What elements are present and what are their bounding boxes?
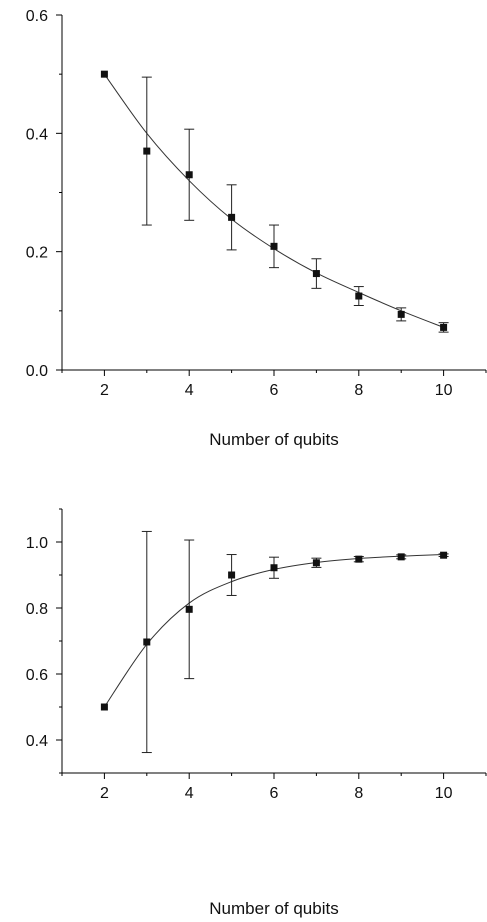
- data-point-top: [100, 70, 108, 78]
- y-tick-label-bottom: 0.8: [26, 601, 48, 618]
- x-tick-label-bottom: 10: [435, 785, 453, 802]
- fit-curve-line-top: [103, 73, 444, 328]
- data-point-top: [270, 242, 278, 250]
- data-point-bottom: [143, 638, 151, 646]
- chart-bottom: 2 4 6 8 10 0.4 0.6 0.8 1.0 Number of qubits: [26, 508, 487, 918]
- data-points-bottom: [100, 530, 449, 754]
- x-tick-label-top: 2: [100, 382, 109, 399]
- y-tick-label-bottom: 0.6: [26, 667, 48, 684]
- data-points-top: [100, 70, 449, 333]
- data-point-bottom: [270, 564, 278, 572]
- data-point-bottom: [397, 553, 405, 561]
- y-tick-label-top: 0.2: [26, 245, 48, 262]
- data-point-bottom: [100, 703, 108, 711]
- data-point-bottom: [185, 605, 193, 613]
- x-axis-title-bottom: Number of qubits: [209, 899, 338, 918]
- data-point-top: [228, 213, 236, 221]
- x-tick-label-top: 10: [435, 382, 453, 399]
- x-tick-label-bottom: 4: [185, 785, 194, 802]
- x-tick-label-top: 8: [354, 382, 363, 399]
- data-point-top: [440, 323, 448, 331]
- x-axis-title-top: Number of qubits: [209, 430, 338, 449]
- y-tick-label-top: 0.6: [26, 8, 48, 25]
- data-point-top: [143, 147, 151, 155]
- chart-top: 2 4 6 8 10 0.0 0.2 0.4 0.6 Number of qubits: [26, 8, 487, 449]
- y-tick-label-top: 0.0: [26, 363, 48, 380]
- data-point-top: [397, 310, 405, 318]
- y-tick-label-bottom: 0.4: [26, 733, 48, 750]
- x-tick-label-bottom: 8: [354, 785, 363, 802]
- y-tick-label-bottom: 1.0: [26, 535, 48, 552]
- data-point-bottom: [312, 559, 320, 567]
- x-tick-label-bottom: 2: [100, 785, 109, 802]
- axes-bottom: 2 4 6 8 10 0.4 0.6 0.8 1.0: [26, 508, 487, 802]
- x-tick-label-top: 6: [270, 382, 279, 399]
- axes-top: 2 4 6 8 10 0.0 0.2 0.4 0.6: [26, 8, 487, 399]
- data-point-bottom: [355, 555, 363, 563]
- x-tick-label-bottom: 6: [270, 785, 279, 802]
- data-point-bottom: [440, 551, 448, 559]
- data-point-top: [355, 292, 363, 300]
- data-point-bottom: [228, 571, 236, 579]
- y-tick-label-top: 0.4: [26, 126, 48, 143]
- x-tick-label-top: 4: [185, 382, 194, 399]
- data-point-top: [185, 171, 193, 179]
- data-point-top: [312, 270, 320, 278]
- fit-curve-top: [103, 73, 444, 328]
